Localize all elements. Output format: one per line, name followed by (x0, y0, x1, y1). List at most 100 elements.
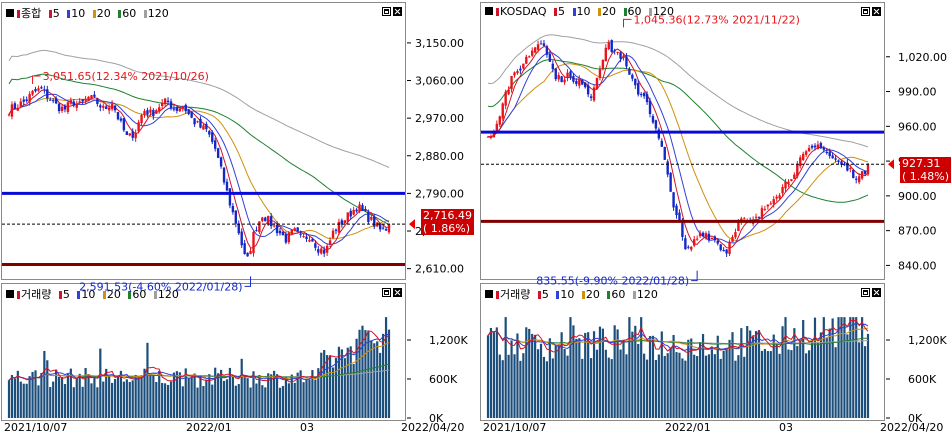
volume-bar (734, 360, 737, 418)
volume-bar (34, 370, 37, 418)
candle-body (725, 249, 728, 254)
candle-body (219, 157, 223, 167)
legend-ma120: 120 (653, 5, 675, 18)
kospi-current-price: 2,716.49 (423, 209, 472, 222)
volume-bar (634, 325, 637, 418)
volume-bar (592, 331, 596, 418)
maximize-icon[interactable] (382, 288, 391, 297)
volume-bar (510, 340, 513, 418)
volume-tick-label: 1,200K (908, 334, 947, 347)
candle-body (790, 179, 793, 181)
candle-body (816, 144, 820, 150)
candle-body (107, 107, 111, 111)
candle-body (255, 230, 258, 232)
close-icon[interactable] (393, 7, 402, 16)
maximize-icon[interactable] (861, 7, 870, 16)
volume-bar (539, 343, 543, 418)
legend-ma20: 20 (106, 288, 121, 301)
candle-body (43, 89, 46, 91)
candle-body (737, 220, 740, 231)
volume-bar (205, 379, 208, 418)
volume-bar (604, 349, 607, 418)
volume-bar (575, 338, 578, 418)
candle-body (695, 238, 699, 240)
candle-body (302, 236, 305, 238)
candle-body (663, 146, 666, 160)
volume-bar (581, 358, 584, 418)
volume-bar (598, 326, 602, 418)
candle-body (719, 244, 722, 250)
volume-bar (208, 374, 211, 418)
volume-bar (548, 338, 551, 418)
candle-body (196, 121, 199, 123)
volume-bar (49, 387, 52, 418)
volume-bar (743, 356, 746, 418)
volume-bar (52, 381, 55, 418)
candle-body (267, 215, 270, 224)
volume-bar (63, 384, 67, 418)
volume-bar (326, 355, 329, 418)
candle-body (557, 75, 560, 80)
volume-bar (775, 343, 778, 418)
volume-bar (681, 358, 684, 418)
candle-body (639, 94, 643, 96)
maximize-icon[interactable] (861, 288, 870, 297)
candle-body (852, 169, 855, 178)
candle-body (840, 161, 843, 165)
candle-body (49, 99, 52, 101)
volume-bar (805, 353, 808, 418)
close-icon[interactable] (872, 288, 881, 297)
volume-bar (211, 384, 214, 418)
candle-body (516, 71, 519, 74)
candle-body (116, 112, 120, 120)
candle-body (140, 115, 143, 124)
candle-body (504, 91, 507, 106)
low-annotation-leader (244, 276, 252, 287)
volume-bar (757, 330, 761, 418)
candle-body (754, 216, 758, 218)
volume-bar (199, 375, 202, 418)
candle-body (554, 68, 557, 80)
candle-body (645, 93, 649, 103)
volume-bar (707, 354, 711, 418)
volume-tick-label: 0K (429, 412, 444, 425)
candle-body (825, 151, 828, 154)
legend-ma20: 20 (602, 5, 617, 18)
candle-body (678, 212, 681, 222)
candle-body (693, 239, 696, 246)
volume-bar (311, 370, 314, 418)
volume-ma10-line (487, 322, 869, 351)
candle-body (701, 232, 705, 237)
ma5-line (487, 45, 869, 249)
candle-body (299, 233, 302, 235)
candle-body (66, 102, 70, 112)
volume-bar (610, 359, 613, 418)
volume-bar (678, 352, 681, 418)
candle-body (110, 103, 114, 110)
volume-bar (645, 359, 649, 418)
volume-bar (99, 348, 102, 418)
candle-body (293, 228, 296, 231)
candle-body (10, 104, 14, 117)
candle-body (252, 231, 255, 254)
volume-bar (696, 356, 699, 418)
high-annotation: 1,045.36(12.73% 2021/11/22) (634, 13, 800, 26)
candle-body (31, 90, 34, 95)
volume-bar (346, 347, 349, 418)
volume-bar (87, 374, 90, 418)
y-tick-label: 900.00 (898, 190, 937, 203)
volume-bar (296, 372, 299, 418)
candle-body (628, 69, 631, 75)
candle-body (625, 56, 628, 67)
candle-body (16, 107, 20, 111)
maximize-icon[interactable] (382, 7, 391, 16)
high-annotation: 3,051.65(12.34% 2021/10/26) (43, 70, 209, 83)
candle-body (855, 178, 858, 180)
volume-bar (637, 344, 640, 418)
volume-bar (270, 374, 273, 418)
close-icon[interactable] (872, 7, 881, 16)
kospi-volume-legend: 거래량 5 10 20 60 120 (6, 286, 179, 302)
volume-bar (866, 333, 870, 418)
close-icon[interactable] (393, 288, 402, 297)
candle-body (331, 230, 335, 238)
